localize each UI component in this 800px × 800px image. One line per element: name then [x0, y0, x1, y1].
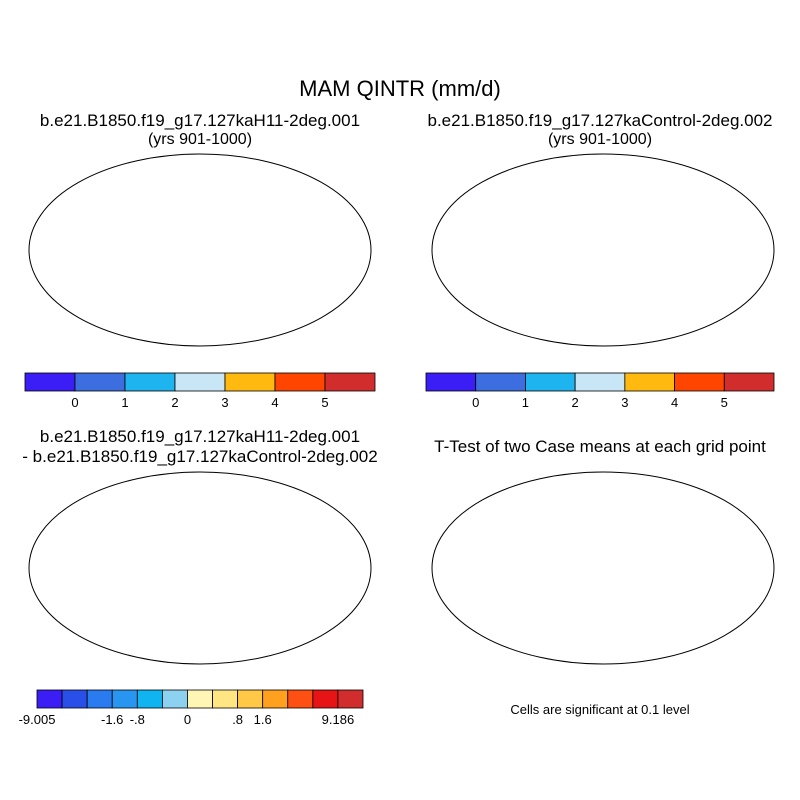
- colorbar-cell: [86, 689, 113, 709]
- colorbar-tick-label: 0: [71, 395, 78, 410]
- panel3-subtitle: - b.e21.B1850.f19_g17.127kaControl-2deg.…: [22, 447, 378, 466]
- colorbar-tick-label: 4: [671, 395, 678, 410]
- colorbar-tick-label: -.8: [130, 712, 145, 727]
- colorbar-tick-label: 0: [472, 395, 479, 410]
- colorbar-cell: [624, 372, 675, 392]
- colorbar-tick-label: 5: [721, 395, 728, 410]
- colorbar-tick-label: -1.6: [101, 712, 123, 727]
- colorbar-tick-label: 3: [221, 395, 228, 410]
- colorbar-tick-label: 1: [522, 395, 529, 410]
- colorbar-panel-2: 0 1 2 3 4 5: [425, 372, 775, 410]
- colorbar-cell: [574, 372, 626, 392]
- colorbar-cell: [124, 372, 176, 392]
- colorbar-cell: [262, 689, 289, 709]
- colorbar-cell: [161, 689, 188, 709]
- panel1-subtitle: (yrs 901-1000): [147, 131, 253, 148]
- colorbar-cell: [475, 372, 526, 392]
- colorbar-tick-label: 1.6: [254, 712, 272, 727]
- colorbar-cell: [187, 689, 213, 709]
- colorbar-tick-label: 0: [184, 712, 191, 727]
- colorbar-tick-label: 5: [321, 395, 328, 410]
- colorbar-cell: [36, 689, 63, 709]
- colorbar-cell: [136, 689, 163, 709]
- colorbar-cell: [337, 689, 364, 709]
- map-panel-3: [28, 471, 372, 665]
- colorbar-cell: [723, 372, 775, 392]
- colorbar-cell: [111, 689, 138, 709]
- colorbar-cell: [224, 372, 276, 392]
- panel4-title: T-Test of two Case means at each grid po…: [434, 437, 766, 456]
- colorbar-diff: -9.005 -1.6 -.8 0 .8 1.6 9.186: [19, 689, 364, 727]
- colorbar-cell: [74, 372, 126, 392]
- panel3-title: b.e21.B1850.f19_g17.127kaH11-2deg.001: [39, 427, 361, 446]
- colorbar-tick-label: 3: [621, 395, 628, 410]
- colorbar-cell: [324, 372, 376, 392]
- map-panel-4: [431, 471, 775, 665]
- colorbar-cell: [174, 372, 226, 392]
- colorbar-cell: [525, 372, 576, 392]
- colorbar-tick-label: 2: [572, 395, 579, 410]
- colorbar-cell: [312, 689, 339, 709]
- colorbar-tick-label: -9.005: [19, 712, 56, 727]
- significance-note: Cells are significant at 0.1 level: [510, 702, 690, 717]
- panel2-title: b.e21.B1850.f19_g17.127kaControl-2deg.00…: [427, 111, 773, 130]
- colorbar-tick-label: 2: [171, 395, 178, 410]
- colorbar-cell: [425, 372, 477, 392]
- colorbar-cell: [212, 689, 239, 709]
- colorbar-cell: [237, 689, 264, 709]
- panel2-subtitle: (yrs 901-1000): [547, 131, 653, 148]
- colorbar-cell: [674, 372, 725, 392]
- colorbar-cell: [61, 689, 88, 709]
- colorbar-tick-label: 4: [271, 395, 278, 410]
- panel1-title: b.e21.B1850.f19_g17.127kaH11-2deg.001: [39, 111, 361, 130]
- map-panel-2: [431, 153, 775, 347]
- colorbar-cell: [274, 372, 326, 392]
- colorbar-tick-label: .8: [232, 712, 243, 727]
- colorbar-cell: [287, 689, 314, 709]
- colorbar-tick-label: 1: [121, 395, 128, 410]
- colorbar-cell: [24, 372, 76, 392]
- colorbar-tick-label: 9.186: [322, 712, 355, 727]
- colorbar-panel-1: 0 1 2 3 4 5: [24, 372, 376, 410]
- main-title: MAM QINTR (mm/d): [299, 76, 501, 101]
- map-panel-1: [28, 153, 372, 347]
